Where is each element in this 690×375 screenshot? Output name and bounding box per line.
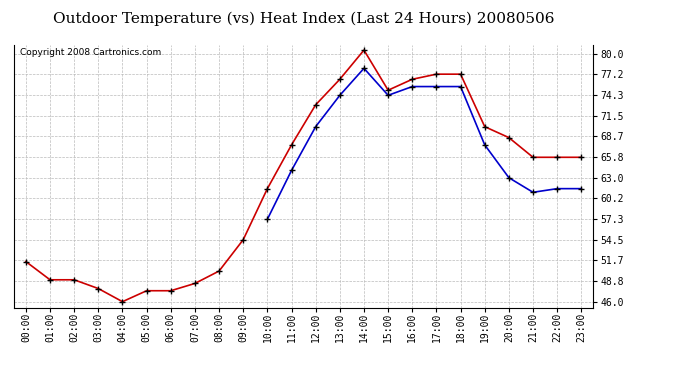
Text: Copyright 2008 Cartronics.com: Copyright 2008 Cartronics.com xyxy=(19,48,161,57)
Text: Outdoor Temperature (vs) Heat Index (Last 24 Hours) 20080506: Outdoor Temperature (vs) Heat Index (Las… xyxy=(53,11,554,26)
